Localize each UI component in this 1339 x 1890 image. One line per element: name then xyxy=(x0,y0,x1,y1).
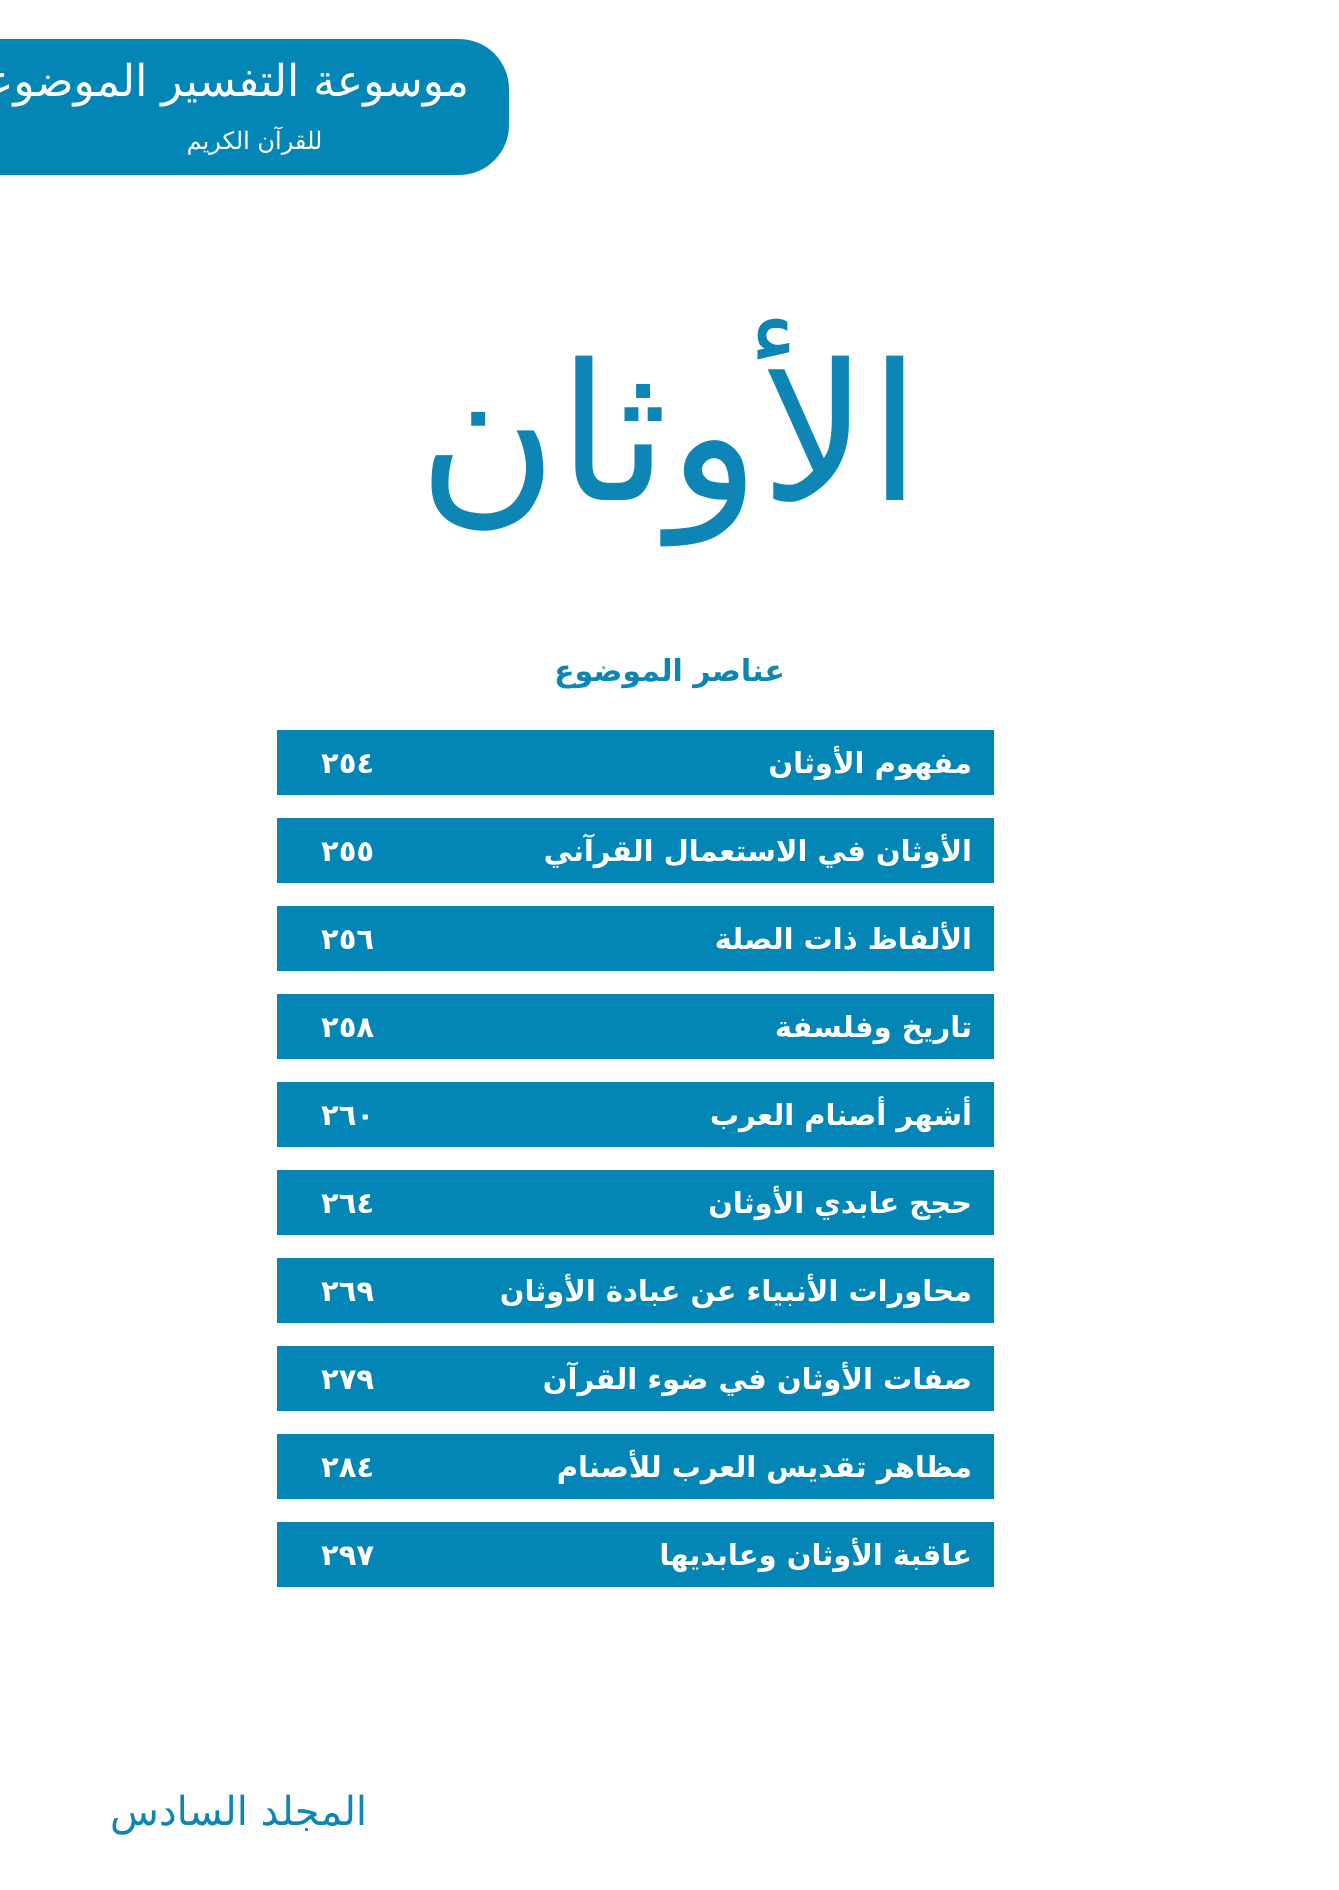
contents-row[interactable]: أشهر أصنام العرب ٢٦٠ xyxy=(277,1082,994,1147)
series-subtitle: للقرآن الكريم xyxy=(186,127,323,155)
contents-label: تاريخ وفلسفة xyxy=(774,1009,972,1044)
contents-row[interactable]: تاريخ وفلسفة ٢٥٨ xyxy=(277,994,994,1059)
contents-heading: عناصر الموضوع xyxy=(554,654,785,689)
contents-page-number: ٢٥٤ xyxy=(321,745,375,780)
contents-page-number: ٢٩٧ xyxy=(321,1537,375,1572)
contents-row[interactable]: حجج عابدي الأوثان ٢٦٤ xyxy=(277,1170,994,1235)
contents-page-number: ٢٥٦ xyxy=(321,921,375,956)
contents-row[interactable]: عاقبة الأوثان وعابديها ٢٩٧ xyxy=(277,1522,994,1587)
contents-label: مظاهر تقديس العرب للأصنام xyxy=(556,1449,972,1484)
contents-page-number: ٢٦٤ xyxy=(321,1185,375,1220)
contents-page-number: ٢٨٤ xyxy=(321,1449,375,1484)
contents-label: صفات الأوثان في ضوء القرآن xyxy=(542,1361,972,1396)
contents-label: حجج عابدي الأوثان xyxy=(708,1185,972,1220)
contents-row[interactable]: محاورات الأنبياء عن عبادة الأوثان ٢٦٩ xyxy=(277,1258,994,1323)
contents-page-number: ٢٦٩ xyxy=(321,1273,375,1308)
contents-label: الأوثان في الاستعمال القرآني xyxy=(543,833,972,868)
contents-label: أشهر أصنام العرب xyxy=(709,1097,972,1132)
contents-row[interactable]: الألفاظ ذات الصلة ٢٥٦ xyxy=(277,906,994,971)
page-title: الأوثان xyxy=(417,324,922,545)
contents-row[interactable]: مظاهر تقديس العرب للأصنام ٢٨٤ xyxy=(277,1434,994,1499)
contents-row[interactable]: مفهوم الأوثان ٢٥٤ xyxy=(277,730,994,795)
volume-label: المجلد السادس xyxy=(110,1789,368,1835)
contents-page-number: ٢٥٨ xyxy=(321,1009,375,1044)
series-title: موسوعة التفسير الموضوعي xyxy=(0,56,469,107)
contents-label: مفهوم الأوثان xyxy=(768,745,972,780)
contents-list: مفهوم الأوثان ٢٥٤ الأوثان في الاستعمال الق… xyxy=(277,730,994,1610)
contents-page-number: ٢٧٩ xyxy=(321,1361,375,1396)
contents-page-number: ٢٥٥ xyxy=(321,833,375,868)
contents-label: الألفاظ ذات الصلة xyxy=(714,921,972,956)
contents-row[interactable]: الأوثان في الاستعمال القرآني ٢٥٥ xyxy=(277,818,994,883)
series-logo: موسوعة التفسير الموضوعي للقرآن الكريم xyxy=(0,39,509,175)
contents-label: عاقبة الأوثان وعابديها xyxy=(659,1537,972,1572)
contents-page-number: ٢٦٠ xyxy=(321,1097,375,1132)
contents-row[interactable]: صفات الأوثان في ضوء القرآن ٢٧٩ xyxy=(277,1346,994,1411)
contents-label: محاورات الأنبياء عن عبادة الأوثان xyxy=(499,1273,972,1308)
